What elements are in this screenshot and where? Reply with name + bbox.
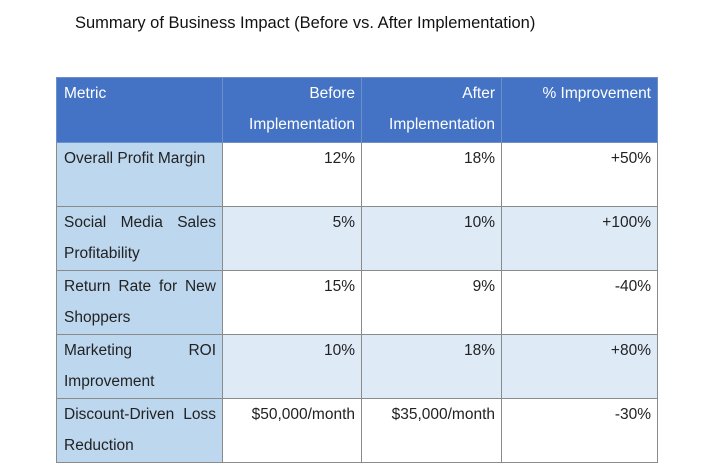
metric-cell: Discount-Driven Loss Reduction	[56, 398, 223, 463]
improvement-cell: -30%	[501, 398, 658, 463]
improvement-cell: +80%	[501, 334, 658, 399]
metric-cell: Marketing ROI Improvement	[56, 334, 223, 399]
header-after: After Implementation	[361, 77, 502, 143]
header-before: Before Implementation	[222, 77, 362, 143]
table-row: Discount-Driven Loss Reduction $50,000/mo…	[56, 398, 658, 463]
before-cell: 5%	[222, 206, 362, 271]
improvement-cell: +50%	[501, 142, 658, 207]
improvement-cell: -40%	[501, 270, 658, 335]
business-impact-table: Metric Before Implementation After Imple…	[56, 77, 658, 463]
after-cell: 18%	[361, 142, 502, 207]
after-cell: 9%	[361, 270, 502, 335]
metric-cell: Social Media Sales Profitability	[56, 206, 223, 271]
table-row: Marketing ROI Improvement 10% 18% +80%	[56, 334, 658, 399]
metric-cell: Overall Profit Margin	[56, 142, 223, 207]
improvement-cell: +100%	[501, 206, 658, 271]
header-metric: Metric	[56, 77, 223, 143]
document-title: Summary of Business Impact (Before vs. A…	[75, 14, 536, 32]
table-row: Social Media Sales Profitability 5% 10% +10…	[56, 206, 658, 271]
before-cell: 10%	[222, 334, 362, 399]
table-row: Overall Profit Margin 12% 18% +50%	[56, 142, 658, 207]
after-cell: 18%	[361, 334, 502, 399]
after-cell: $35,000/month	[361, 398, 502, 463]
before-cell: 15%	[222, 270, 362, 335]
header-improvement: % Improvement	[501, 77, 658, 143]
after-cell: 10%	[361, 206, 502, 271]
metric-cell: Return Rate for New Shoppers	[56, 270, 223, 335]
table-row: Return Rate for New Shoppers 15% 9% -40%	[56, 270, 658, 335]
before-cell: $50,000/month	[222, 398, 362, 463]
before-cell: 12%	[222, 142, 362, 207]
header-row: Metric Before Implementation After Imple…	[56, 77, 658, 143]
